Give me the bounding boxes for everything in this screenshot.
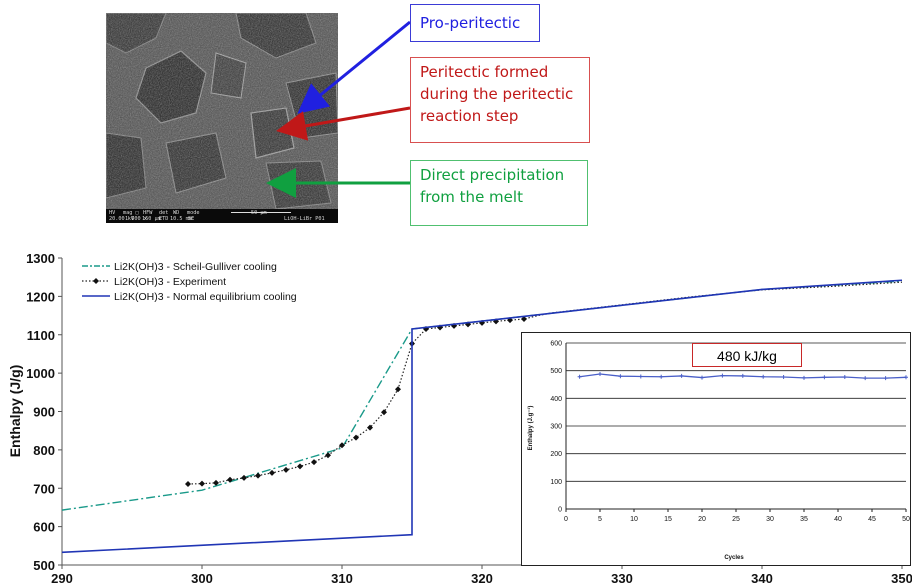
inset-point xyxy=(598,371,602,376)
inset-y-tick-label: 100 xyxy=(550,479,562,486)
inset-y-tick-label: 300 xyxy=(550,424,562,431)
experiment-point xyxy=(353,434,359,441)
experiment-point xyxy=(381,409,387,416)
series-line-2 xyxy=(61,279,903,554)
main-x-tick-label: 320 xyxy=(471,571,493,585)
main-y-tick-label: 500 xyxy=(33,558,55,573)
inset-x-tick-label: 0 xyxy=(564,516,568,523)
inset-x-tick-label: 35 xyxy=(800,516,808,523)
main-x-tick-label: 290 xyxy=(51,571,73,585)
inset-title: 480 kJ/kg xyxy=(692,343,802,367)
experiment-point xyxy=(199,480,205,487)
scale-bar xyxy=(231,212,291,213)
inset-x-tick-label: 10 xyxy=(630,516,638,523)
callout-peritectic: Peritectic formed during the peritectic … xyxy=(410,57,590,143)
main-y-tick-label: 1100 xyxy=(27,328,55,343)
inset-x-tick-label: 25 xyxy=(732,516,740,523)
inset-point xyxy=(883,376,888,381)
sem-databar: HV mag □ HFW det WD mode 50 µm 20.00 kV … xyxy=(106,209,338,223)
callout-direct-line-1: Direct precipitation xyxy=(420,166,565,184)
legend-label-1: Li2K(OH)3 - Experiment xyxy=(114,276,226,288)
experiment-point xyxy=(395,386,401,393)
main-y-tick-label: 1200 xyxy=(26,289,55,304)
main-x-tick-label: 350 xyxy=(891,571,912,585)
inset-point xyxy=(781,375,786,380)
inset-x-tick-label: 40 xyxy=(834,516,842,523)
experiment-point xyxy=(297,463,303,470)
inset-point xyxy=(638,374,643,379)
inset-x-tick-label: 20 xyxy=(698,516,706,523)
inset-point xyxy=(679,373,684,378)
main-chart-series xyxy=(61,279,903,554)
main-y-tick-label: 800 xyxy=(33,443,55,458)
main-y-tick-label: 1300 xyxy=(26,251,55,266)
experiment-point xyxy=(325,452,331,459)
inset-point xyxy=(740,373,745,378)
experiment-point xyxy=(283,466,289,473)
inset-y-tick-label: 500 xyxy=(550,368,562,375)
inset-y-tick-label: 0 xyxy=(558,507,562,514)
main-x-tick-label: 330 xyxy=(611,571,633,585)
experiment-point xyxy=(255,472,261,479)
inset-point xyxy=(842,375,847,380)
experiment-point xyxy=(185,481,191,488)
callout-peritectic-line-2: during the peritectic xyxy=(420,85,574,103)
inset-ylabel: Enthalpy (J.g⁻¹) xyxy=(527,406,534,451)
main-y-tick-label: 700 xyxy=(33,481,55,496)
inset-x-tick-label: 45 xyxy=(868,516,876,523)
inset-x-tick-label: 50 xyxy=(902,516,910,523)
inset-point xyxy=(863,376,868,381)
experiment-point xyxy=(367,424,373,431)
legend-marker xyxy=(93,278,99,284)
inset-x-tick-label: 30 xyxy=(766,516,774,523)
inset-point xyxy=(802,375,806,380)
legend-label-2: Li2K(OH)3 - Normal equilibrium cooling xyxy=(114,291,297,303)
experiment-point xyxy=(269,469,275,476)
main-x-tick-label: 310 xyxy=(331,571,353,585)
inset-y-tick-label: 600 xyxy=(550,341,562,348)
inset-point xyxy=(659,374,664,379)
inset-x-tick-label: 15 xyxy=(664,516,672,523)
experiment-point xyxy=(339,442,345,449)
inset-point xyxy=(761,374,766,379)
callout-peritectic-line-1: Peritectic formed xyxy=(420,63,549,81)
experiment-point xyxy=(241,474,247,481)
inset-point xyxy=(577,374,582,379)
main-y-tick-label: 1000 xyxy=(26,366,55,381)
inset-y-tick-label: 400 xyxy=(550,396,562,403)
inset-series xyxy=(577,371,908,381)
inset-point xyxy=(822,375,827,380)
experiment-point xyxy=(227,476,233,483)
inset-point xyxy=(720,373,725,378)
callout-peritectic-line-3: reaction step xyxy=(420,107,519,125)
callout-direct-line-2: from the melt xyxy=(420,188,523,206)
inset-grid xyxy=(566,342,906,482)
callout-direct-precipitation: Direct precipitation from the melt xyxy=(410,160,588,226)
main-y-tick-label: 600 xyxy=(33,520,55,535)
main-chart-ylabel: Enthalpy (J/g) xyxy=(7,365,23,458)
experiment-point xyxy=(311,459,317,466)
callout-pro-peritectic: Pro-peritectic xyxy=(410,4,540,42)
main-x-tick-label: 300 xyxy=(191,571,213,585)
inset-point xyxy=(700,375,704,380)
main-y-tick-label: 900 xyxy=(33,405,55,420)
inset-y-tick-label: 200 xyxy=(550,451,562,458)
experiment-point xyxy=(521,316,527,323)
experiment-point xyxy=(213,479,219,486)
callout-pro-peritectic-text: Pro-peritectic xyxy=(420,14,521,32)
inset-x-tick-label: 5 xyxy=(598,516,602,523)
inset-point xyxy=(618,374,623,379)
main-chart-legend: Li2K(OH)3 - Scheil-Gulliver cooling Li2K(… xyxy=(82,261,297,303)
main-x-tick-label: 340 xyxy=(751,571,773,585)
legend-label-0: Li2K(OH)3 - Scheil-Gulliver cooling xyxy=(114,261,277,273)
cycling-inset-chart: 0 100 200 300 400 500 600 0 5 10 15 20 25 30 35 40 45 50 … xyxy=(521,332,911,566)
inset-axes: 0 100 200 300 400 500 600 0 5 10 15 20 25 30 35 40 45 50 xyxy=(550,341,910,524)
inset-point xyxy=(904,375,908,380)
inset-xlabel: Cycles xyxy=(724,555,744,561)
